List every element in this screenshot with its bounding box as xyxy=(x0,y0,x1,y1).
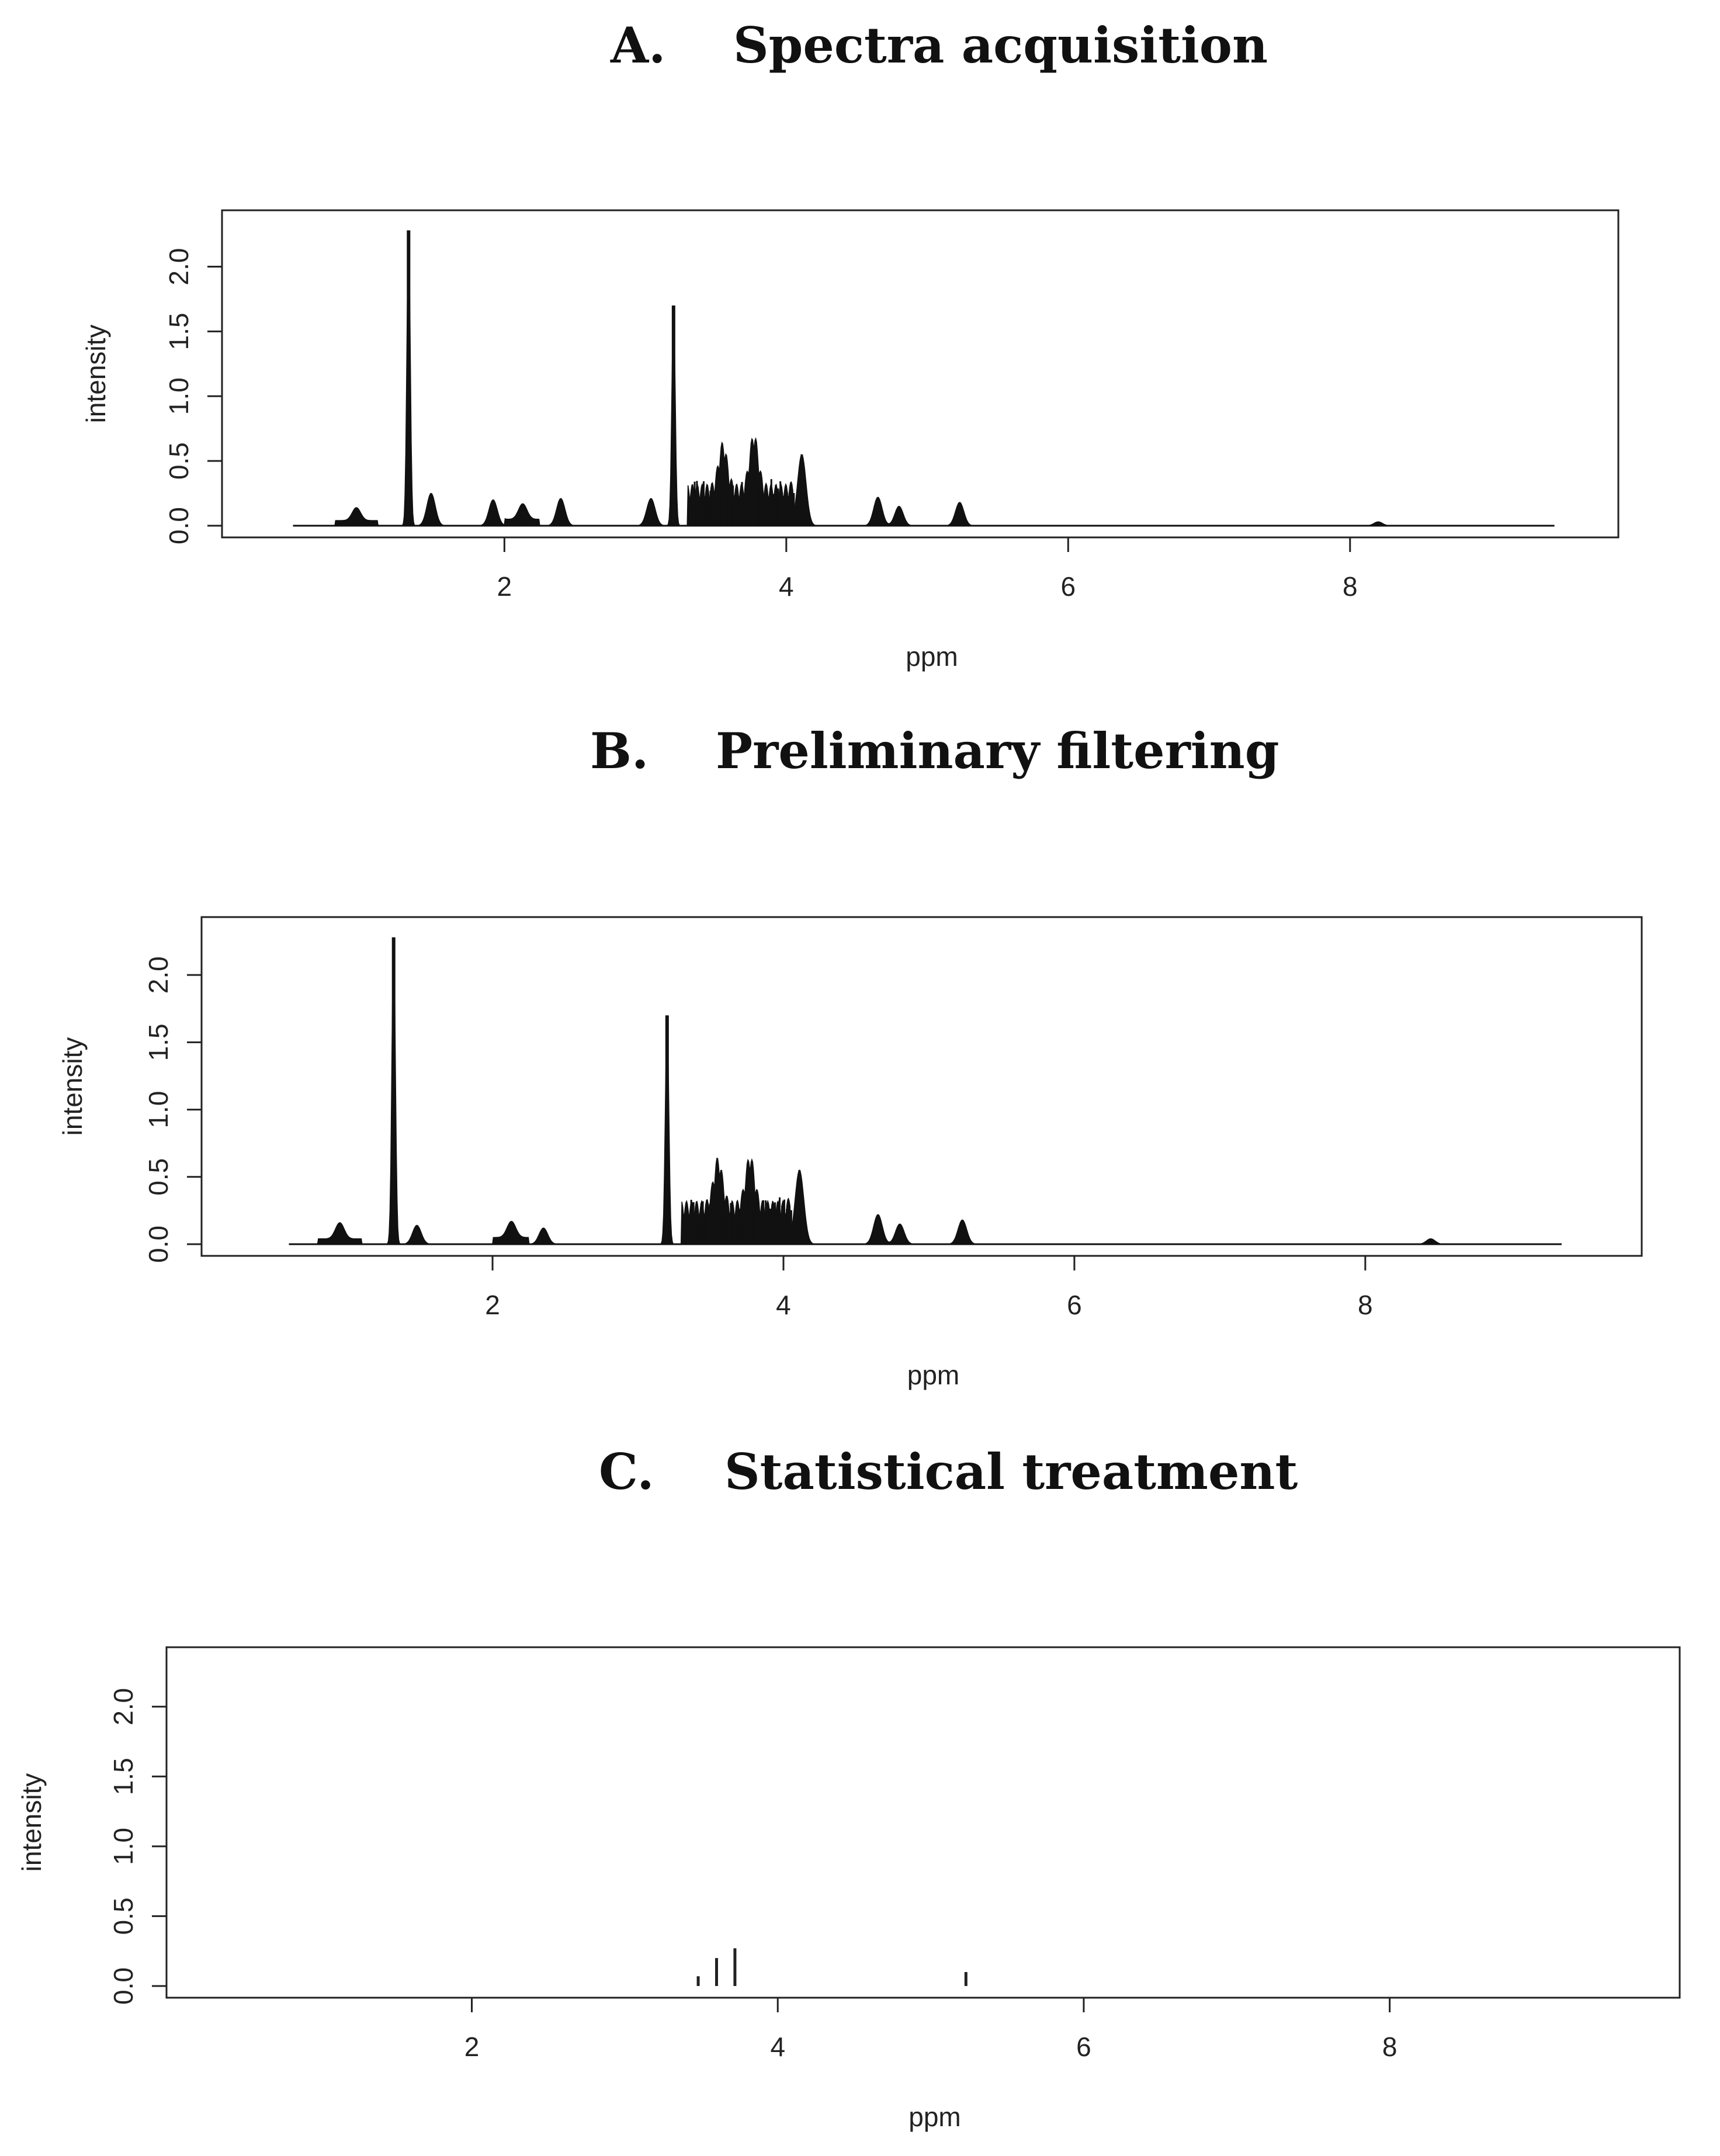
x-tick-label: 4 xyxy=(779,571,794,602)
y-tick-label: 0.5 xyxy=(108,1897,138,1935)
x-tick-label: 2 xyxy=(464,2032,480,2062)
y-tick-label: 1.5 xyxy=(108,1758,138,1795)
x-tick-label: 4 xyxy=(770,2032,785,2062)
spectrum-plot-a: 2 4 6 8 0.0 0.5 1.0 1.5 2.0 ppm intensity xyxy=(81,209,1620,672)
spectrum-envelope xyxy=(289,940,1562,1245)
y-axis-label: intensity xyxy=(81,325,111,423)
panel-b-heading: Preliminary filtering xyxy=(716,722,1279,780)
panel-a-heading: Spectra acquisition xyxy=(733,16,1268,74)
spectrum-plot-c: 2 4 6 8 0.0 0.5 1.0 1.5 2.0 ppm intensity xyxy=(16,1646,1681,2132)
plot-frame xyxy=(200,916,1643,1257)
x-tick-label: 8 xyxy=(1343,571,1358,602)
y-axis-label: intensity xyxy=(57,1037,88,1136)
y-tick-label: 2.0 xyxy=(164,248,194,286)
plot-frame xyxy=(165,1646,1681,1999)
panel-a-letter: A. xyxy=(611,16,666,74)
panel-b-title: B. Preliminary filtering xyxy=(0,717,1720,787)
y-tick-label: 1.0 xyxy=(108,1828,138,1865)
x-tick-label: 2 xyxy=(497,571,512,602)
y-tick-label: 0.0 xyxy=(143,1225,174,1263)
x-axis-label: ppm xyxy=(906,641,958,672)
y-tick-label: 0.5 xyxy=(164,442,194,480)
x-tick-label: 8 xyxy=(1382,2032,1398,2062)
y-tick-label: 1.5 xyxy=(143,1023,174,1061)
panel-c-title: C. Statistical treatment xyxy=(0,1438,1720,1508)
x-axis-label: ppm xyxy=(908,2102,960,2132)
plot-frame xyxy=(221,209,1620,539)
spectrum-envelope xyxy=(293,235,1555,526)
y-tick-label: 1.0 xyxy=(164,377,194,415)
y-tick-label: 1.0 xyxy=(143,1091,174,1129)
y-tick-label: 0.5 xyxy=(143,1158,174,1196)
panel-c-letter: C. xyxy=(599,1443,654,1501)
x-axis-label: ppm xyxy=(907,1360,959,1390)
y-tick-label: 2.0 xyxy=(108,1688,138,1726)
x-tick-label: 4 xyxy=(776,1290,791,1320)
panel-c-heading: Statistical treatment xyxy=(724,1443,1298,1501)
x-tick-label: 8 xyxy=(1358,1290,1373,1320)
panel-b-letter: B. xyxy=(590,722,649,780)
y-tick-label: 0.0 xyxy=(164,507,194,544)
y-tick-label: 0.0 xyxy=(108,1967,138,2005)
y-axis-label: intensity xyxy=(16,1773,47,1872)
y-tick-label: 2.0 xyxy=(143,956,174,994)
spectrum-plot-b: 2 4 6 8 0.0 0.5 1.0 1.5 2.0 ppm intensity xyxy=(57,916,1643,1390)
x-tick-label: 6 xyxy=(1067,1290,1082,1320)
x-tick-label: 6 xyxy=(1061,571,1076,602)
y-tick-label: 1.5 xyxy=(164,313,194,350)
x-tick-label: 6 xyxy=(1076,2032,1091,2062)
panel-a-title: A. Spectra acquisition xyxy=(0,12,1720,82)
x-tick-label: 2 xyxy=(485,1290,500,1320)
